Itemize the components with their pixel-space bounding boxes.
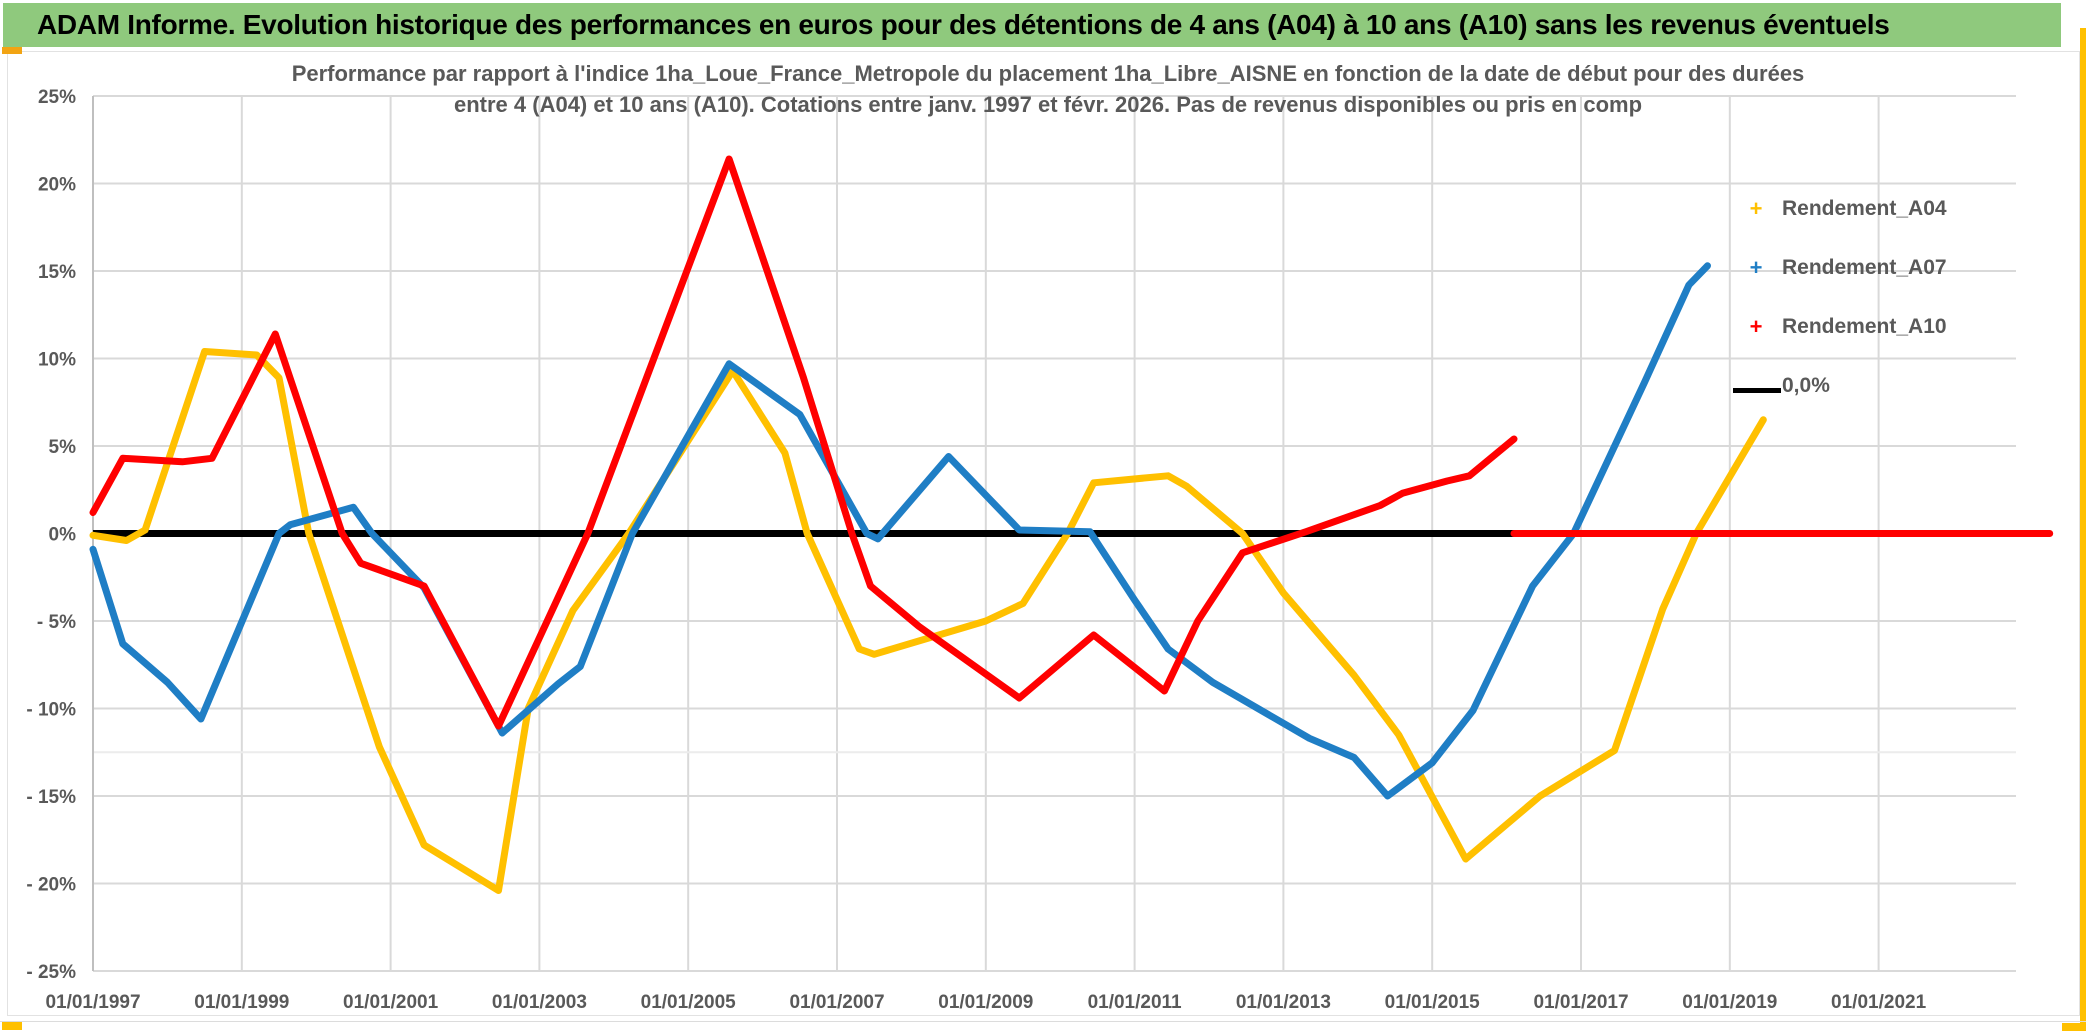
right-edge-strip — [2080, 28, 2086, 1031]
legend-item-rendement-a04[interactable]: + Rendement_A04 — [1730, 196, 2060, 222]
bottom-row-divider — [0, 1021, 2086, 1022]
x-axis-tick-label: 01/01/2005 — [641, 992, 737, 1013]
y-axis-tick-label: - 20% — [26, 875, 76, 896]
y-axis-tick-label: 15% — [38, 262, 76, 283]
x-axis-tick-label: 01/01/2017 — [1533, 992, 1628, 1013]
x-axis-tick-label: 01/01/2007 — [789, 992, 884, 1013]
header-banner-title: ADAM Informe. Evolution historique des p… — [37, 9, 1890, 40]
y-axis-tick-label: 5% — [49, 437, 77, 458]
y-axis-tick-label: - 10% — [26, 700, 76, 721]
chart-legend: + Rendement_A04 + Rendement_A07 + Rendem… — [1730, 196, 2060, 399]
x-axis-tick-label: 01/01/2001 — [343, 992, 439, 1013]
y-axis-tick-label: 10% — [38, 350, 76, 371]
series-rendement_a10[interactable] — [89, 155, 1518, 730]
x-axis-tick-label: 01/01/2003 — [492, 992, 587, 1013]
x-axis-tick-label: 01/01/1997 — [45, 992, 140, 1013]
legend-label: Rendement_A04 — [1782, 197, 1947, 220]
zero-line-icon — [1730, 375, 1782, 397]
legend-label: Rendement_A07 — [1782, 256, 1947, 279]
x-axis-tick-label: 01/01/2019 — [1682, 992, 1777, 1013]
plus-marker-icon: + — [1749, 196, 1763, 221]
header-banner: ADAM Informe. Evolution historique des p… — [3, 3, 2061, 47]
plus-marker-icon: + — [1749, 255, 1763, 280]
legend-label: 0,0% — [1782, 374, 1830, 397]
bottom-left-cell-accent — [2, 1022, 22, 1030]
x-axis-tick-label: 01/01/2011 — [1088, 992, 1182, 1013]
y-axis-tick-label: - 15% — [26, 787, 76, 808]
x-axis-tick-label: 01/01/2015 — [1385, 992, 1481, 1013]
top-left-cell-accent — [2, 47, 22, 54]
legend-item-zero-line[interactable]: 0,0% — [1730, 373, 2060, 399]
series-rendement_a07[interactable] — [89, 262, 1711, 800]
y-axis-tick-label: - 25% — [26, 962, 76, 983]
legend-label: Rendement_A10 — [1782, 315, 1947, 338]
y-axis-tick-label: 25% — [38, 87, 76, 108]
y-axis-tick-label: 20% — [38, 175, 76, 196]
x-axis-tick-label: 01/01/2013 — [1236, 992, 1331, 1013]
series-rendement_a04[interactable] — [89, 348, 1767, 894]
chart-title-line1: Performance par rapport à l'indice 1ha_L… — [291, 61, 1805, 86]
chart-title: Performance par rapport à l'indice 1ha_L… — [193, 58, 1903, 120]
x-axis-tick-label: 01/01/2021 — [1831, 992, 1927, 1013]
legend-item-rendement-a10[interactable]: + Rendement_A10 — [1730, 314, 2060, 340]
bottom-right-cell-accent — [2062, 1023, 2086, 1031]
legend-item-rendement-a07[interactable]: + Rendement_A07 — [1730, 255, 2060, 281]
y-axis-tick-label: 0% — [49, 525, 77, 546]
plus-marker-icon: + — [1749, 314, 1763, 339]
x-axis-tick-label: 01/01/2009 — [938, 992, 1033, 1013]
y-axis-tick-label: - 5% — [37, 612, 76, 633]
chart-title-line2: entre 4 (A04) et 10 ans (A10). Cotations… — [453, 92, 1643, 117]
x-axis-tick-label: 01/01/1999 — [194, 992, 289, 1013]
